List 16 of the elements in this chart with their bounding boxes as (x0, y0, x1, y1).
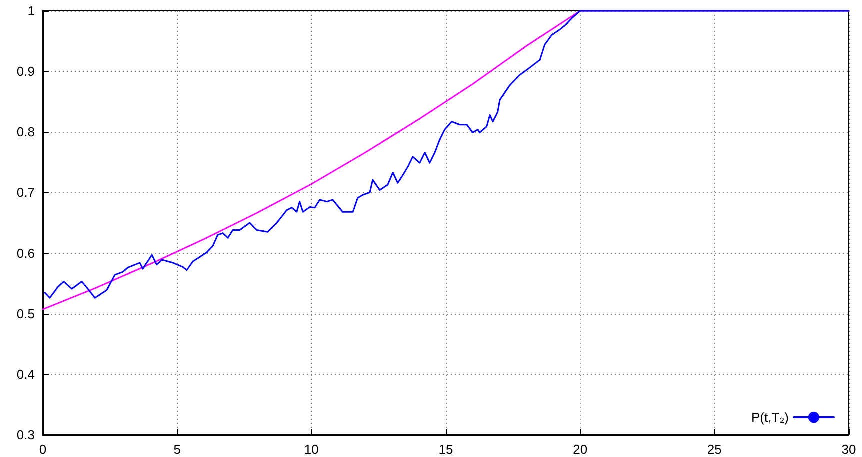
y-tick-label: 0.4 (16, 366, 35, 382)
y-tick-label: 0.5 (16, 306, 35, 322)
y-tick-label: 0.8 (16, 124, 35, 140)
x-tick-label: 15 (438, 442, 454, 457)
y-tick-label: 1 (28, 4, 35, 18)
x-tick-label: 25 (707, 442, 722, 457)
y-tick-label: 0.6 (16, 246, 35, 261)
x-tick-label: 10 (304, 442, 319, 457)
y-tick-label: 0.9 (16, 64, 35, 80)
y-tick-label: 0.7 (16, 185, 35, 200)
y-tick-label: 0.3 (16, 428, 35, 442)
x-tick-label: 30 (842, 442, 856, 457)
legend-label: P(t,T₂) (751, 410, 789, 425)
x-tick-label: 0 (39, 442, 47, 457)
x-tick-label: 5 (174, 442, 181, 457)
x-tick-label: 20 (573, 442, 588, 457)
